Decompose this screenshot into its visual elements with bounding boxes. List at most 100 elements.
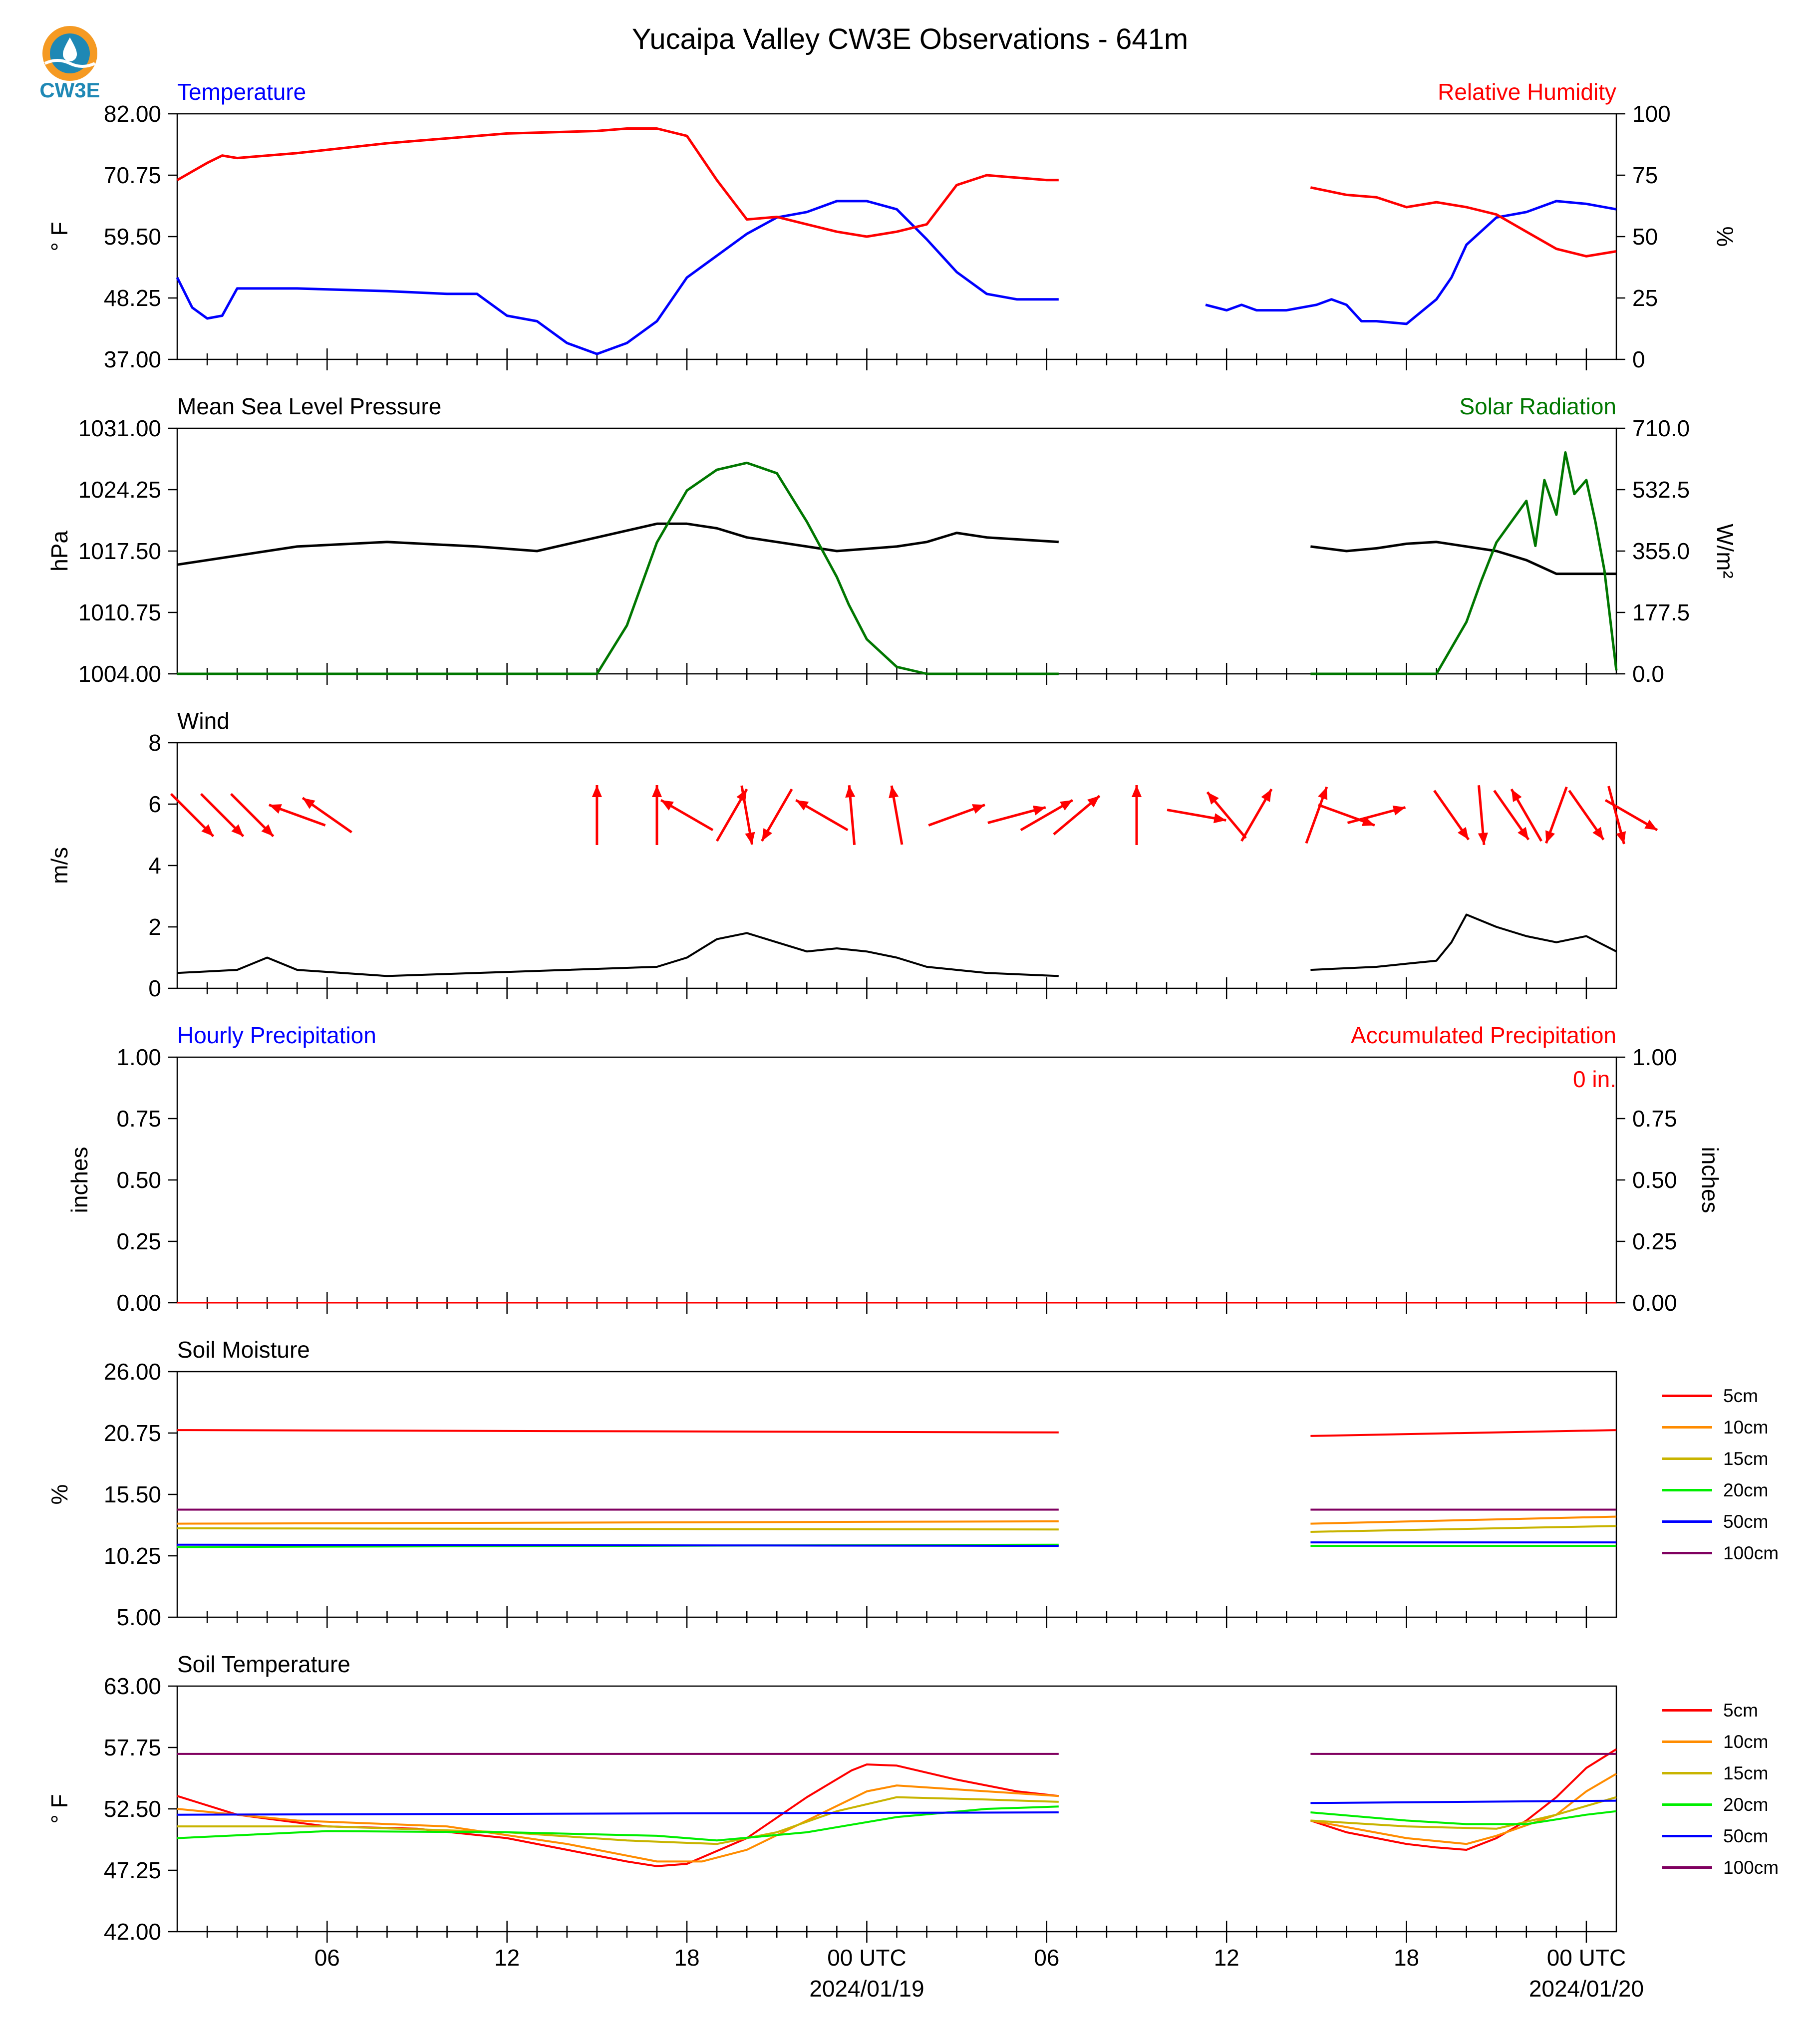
wind-arrow-head xyxy=(1644,820,1657,830)
pressure_solar-ytick-right-label: 532.5 xyxy=(1632,477,1690,503)
legend-swatch xyxy=(1662,1772,1712,1774)
legend-swatch xyxy=(1662,1520,1712,1523)
series-relative-humidity xyxy=(176,127,1059,238)
legend-swatch xyxy=(1662,1489,1712,1491)
legend-label: 15cm xyxy=(1723,1448,1769,1469)
precip-ytick-label: 0.50 xyxy=(116,1167,161,1193)
wind-arrow-head xyxy=(303,798,315,809)
series-solar-radiation xyxy=(177,461,1059,675)
wind-arrow-head xyxy=(592,785,602,797)
wind-arrow-head xyxy=(745,832,755,845)
wind-ytick-label: 0 xyxy=(148,975,161,1001)
wind-arrow-head xyxy=(1392,805,1406,816)
series-10cm-b xyxy=(1310,1772,1617,1845)
soil_moisture-frame xyxy=(176,1371,1617,1618)
wind-arrow-head xyxy=(231,824,244,837)
wind-arrow-head xyxy=(1131,785,1142,797)
precip-ytick-right-label: 0.50 xyxy=(1632,1167,1677,1193)
pressure_solar-ytick-label: 1017.50 xyxy=(78,538,161,564)
temp_rh-left-title: Temperature xyxy=(177,79,306,105)
pressure_solar-right-title: Solar Radiation xyxy=(1459,393,1616,419)
series-10cm xyxy=(177,1784,1059,1863)
x-tick-label: 12 xyxy=(1214,1945,1239,1971)
accum-precip-value: 0 in. xyxy=(1573,1066,1616,1092)
precip-ytick-right-label: 1.00 xyxy=(1632,1044,1677,1070)
pressure_solar-ytick-right-label: 355.0 xyxy=(1632,538,1690,564)
wind-ytick-label: 6 xyxy=(148,791,161,817)
x-tick-label: 18 xyxy=(674,1945,699,1971)
wind-arrow-head xyxy=(1261,789,1272,802)
legend-label: 5cm xyxy=(1723,1700,1758,1721)
precip-ytick-label: 0.75 xyxy=(116,1106,161,1132)
x-tick-label: 06 xyxy=(314,1945,340,1971)
precip-frame xyxy=(176,1056,1617,1304)
wind-arrow-head xyxy=(1511,789,1522,802)
legend-item: 15cm xyxy=(1662,1443,1779,1474)
wind-arrow-head xyxy=(651,785,662,797)
temp_rh-ytick-label: 70.75 xyxy=(104,162,161,188)
cw3e-logo: CW3E xyxy=(30,17,110,102)
precip-right-ylabel: inches xyxy=(1697,1147,1723,1213)
temp_rh-left-ylabel: ° F xyxy=(46,222,72,251)
precip-ytick-label: 1.00 xyxy=(116,1044,161,1070)
pressure_solar-ytick-label: 1031.00 xyxy=(78,415,161,441)
soil_moisture-ytick-label: 5.00 xyxy=(116,1604,161,1630)
legend-label: 20cm xyxy=(1723,1794,1769,1815)
soil_moisture-ytick-label: 20.75 xyxy=(104,1420,161,1446)
pressure_solar-left-title: Mean Sea Level Pressure xyxy=(177,393,441,419)
legend-label: 5cm xyxy=(1723,1385,1758,1406)
series-mean-sea-level-pressure-b xyxy=(1310,541,1616,576)
legend-label: 50cm xyxy=(1723,1825,1769,1846)
series-mean-sea-level-pressure xyxy=(177,522,1059,566)
legend-swatch xyxy=(1662,1866,1712,1869)
series-20cm-b xyxy=(1310,1810,1617,1825)
wind-arrow-head xyxy=(796,800,809,811)
series-5cm xyxy=(177,1429,1059,1434)
series-15cm-b xyxy=(1310,1796,1617,1830)
wind-arrow-head xyxy=(1592,827,1604,840)
legend-label: 10cm xyxy=(1723,1731,1769,1752)
wind-arrow-head xyxy=(1059,800,1073,811)
temp_rh-ytick-label: 37.00 xyxy=(104,346,161,372)
legend-item: 20cm xyxy=(1662,1474,1779,1506)
soil_moisture-ytick-label: 10.25 xyxy=(104,1543,161,1569)
pressure_solar-frame xyxy=(176,427,1617,675)
legend-item: 10cm xyxy=(1662,1412,1779,1443)
soil_temp-left-title: Soil Temperature xyxy=(177,1651,350,1677)
wind-arrow-head xyxy=(1458,827,1469,840)
wind-arrow-head xyxy=(1207,792,1219,805)
temp_rh-right-title: Relative Humidity xyxy=(1438,79,1616,105)
wind-ytick-label: 2 xyxy=(148,914,161,940)
series-wind-speed xyxy=(1310,913,1617,971)
soil_temp-ytick-label: 42.00 xyxy=(104,1919,161,1945)
series-10cm-b xyxy=(1310,1515,1617,1525)
series-relative-humidity-b xyxy=(1310,186,1617,258)
legend-item: 100cm xyxy=(1662,1537,1779,1569)
soil-temperature-legend: 5cm 10cm 15cm 20cm 50cm 100cm xyxy=(1662,1695,1779,1883)
legend-item: 50cm xyxy=(1662,1506,1779,1537)
series-temperature-b xyxy=(1205,200,1617,325)
wind-arrow-head xyxy=(1545,830,1555,844)
x-tick-label: 12 xyxy=(494,1945,520,1971)
soil_temp-ytick-label: 63.00 xyxy=(104,1673,161,1699)
series-10cm xyxy=(177,1520,1059,1525)
precip-ytick-right-label: 0.00 xyxy=(1632,1290,1677,1316)
series-15cm-b xyxy=(1310,1525,1617,1533)
pressure_solar-ytick-label: 1010.75 xyxy=(78,599,161,625)
temp_rh-ytick-right-label: 50 xyxy=(1632,224,1658,250)
series-50cm-b xyxy=(1310,1799,1617,1804)
temp_rh-ytick-label: 59.50 xyxy=(104,224,161,250)
legend-swatch xyxy=(1662,1709,1712,1712)
series-15cm xyxy=(177,1527,1059,1531)
wind-arrow-head xyxy=(1087,796,1100,808)
wind-arrow-head xyxy=(1318,787,1328,800)
series-20cm xyxy=(177,1805,1059,1842)
precip-left-ylabel: inches xyxy=(66,1147,92,1213)
legend-label: 10cm xyxy=(1723,1417,1769,1438)
temp_rh-ytick-label: 82.00 xyxy=(104,101,161,127)
logo-text: CW3E xyxy=(39,78,100,102)
pressure_solar-ytick-label: 1004.00 xyxy=(78,661,161,687)
wind-ytick-label: 8 xyxy=(148,730,161,756)
pressure_solar-ytick-label: 1024.25 xyxy=(78,477,161,503)
